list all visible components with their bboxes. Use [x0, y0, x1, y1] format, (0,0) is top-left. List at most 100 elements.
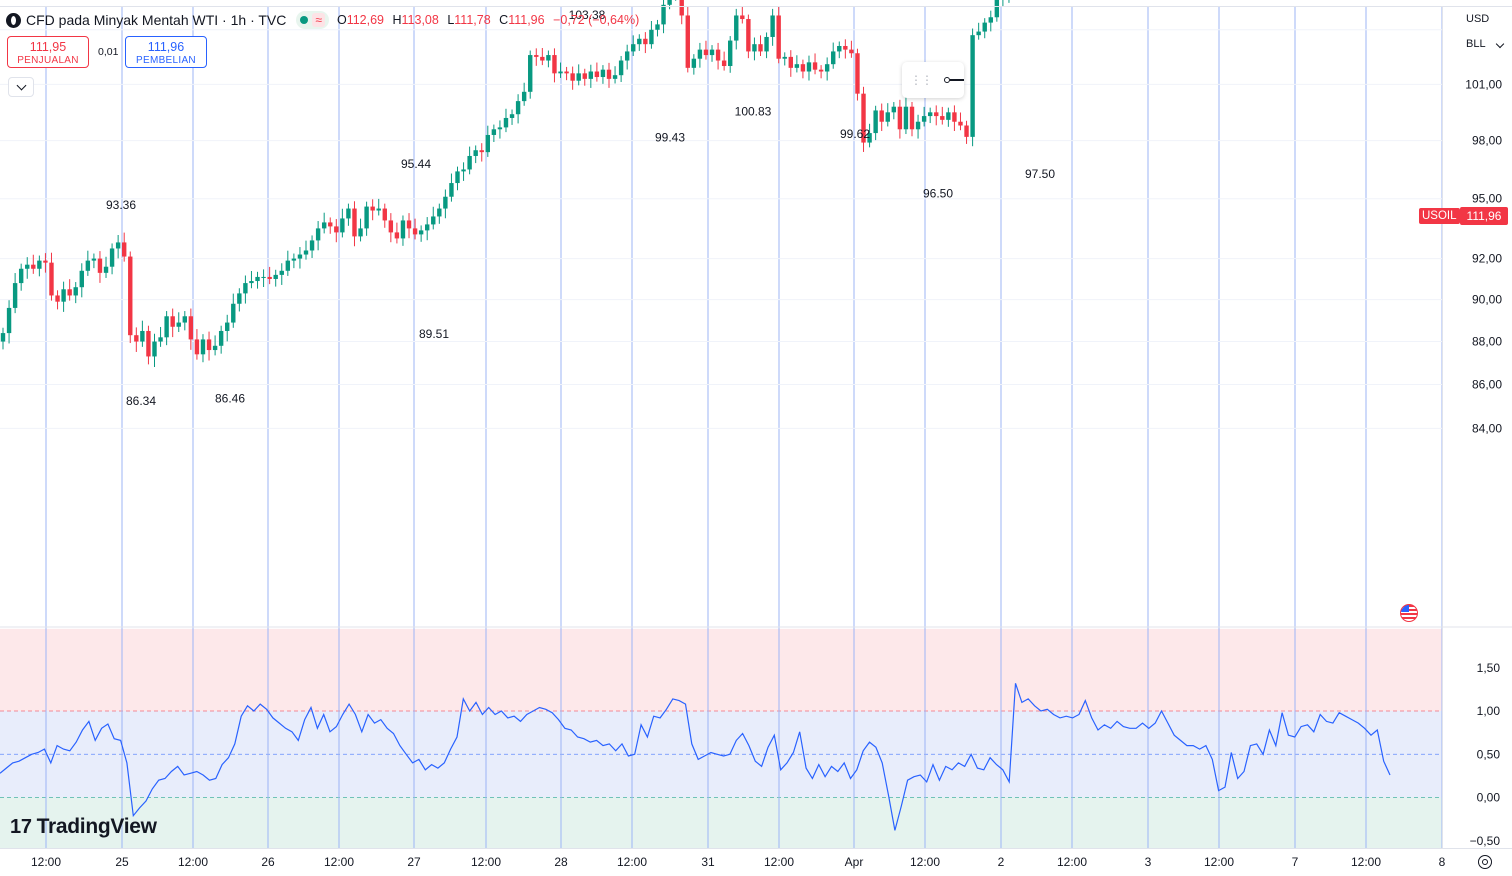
candle	[570, 66, 575, 90]
candle	[485, 125, 490, 157]
candle	[818, 65, 824, 79]
drag-grip-icon[interactable]: ⋮⋮	[910, 73, 933, 87]
candle	[782, 52, 787, 66]
candle	[958, 112, 963, 131]
time-tick-label: 12:00	[324, 855, 354, 869]
annotation-label: 86.34	[126, 394, 156, 408]
time-tick-label: 12:00	[31, 855, 61, 869]
candle	[675, 0, 677, 1]
indicator-tick-label: 1,00	[1477, 704, 1501, 718]
time-tick-label: 26	[261, 855, 275, 869]
candle	[394, 222, 400, 244]
tradingview-logo[interactable]: 17 TradingView	[10, 815, 157, 839]
candle	[212, 335, 218, 356]
candle	[491, 124, 497, 143]
data-delay-icon: ≈	[312, 13, 325, 27]
floating-drawing-toolbar[interactable]: ⋮⋮	[902, 62, 964, 98]
annotation-label: 99.43	[655, 131, 685, 145]
indicator-band-0	[0, 628, 1442, 711]
chevron-down-icon	[1495, 39, 1505, 49]
indicator-band-2	[0, 797, 1442, 848]
candle	[697, 42, 703, 68]
indicator-axis: −0,50 0,00 0,50 1,00 1,50	[1470, 661, 1501, 848]
candle	[855, 48, 860, 101]
candle	[25, 257, 30, 279]
chart-title: CFD pada Minyak Mentah WTI · 1h · TVC	[26, 12, 287, 28]
candle	[788, 50, 793, 77]
candle	[891, 102, 897, 120]
candle	[806, 55, 812, 81]
indicator-series	[0, 683, 1391, 831]
candle	[837, 41, 842, 59]
price-tick-label: 92,00	[1472, 252, 1502, 266]
candle	[12, 273, 18, 314]
candle	[370, 199, 375, 221]
candle	[309, 235, 315, 258]
time-tick-label: 2	[998, 855, 1005, 869]
candle	[194, 329, 200, 360]
candle	[182, 311, 187, 331]
candle	[824, 57, 830, 81]
line-tool-icon[interactable]	[944, 77, 964, 83]
candle	[285, 250, 291, 276]
candle	[37, 255, 42, 277]
candle	[776, 6, 781, 64]
time-axis: 12:00 25 12:00 26 12:00 27 12:00 28 12:00 31 12:00…	[0, 6, 1512, 869]
sell-button[interactable]: 111,95 PENJUALAN	[7, 36, 89, 68]
candle	[800, 59, 806, 79]
time-tick-label: 3	[1145, 855, 1152, 869]
candle	[715, 42, 721, 70]
candle	[418, 225, 424, 242]
candle	[261, 269, 266, 287]
time-tick-label: 28	[554, 855, 568, 869]
candle	[831, 42, 836, 69]
candle	[927, 107, 933, 124]
time-tick-label: 8	[1439, 855, 1446, 869]
collapse-legend-button[interactable]	[8, 77, 34, 97]
us-flag-icon[interactable]	[1400, 604, 1418, 622]
candle	[188, 308, 194, 350]
annotation-label: 99.62	[840, 127, 870, 141]
candle	[558, 62, 563, 78]
candle	[358, 218, 363, 242]
candle	[122, 232, 127, 262]
annotation-label: 96.50	[923, 186, 953, 200]
market-status-badge[interactable]: ≈	[296, 11, 329, 29]
annotation-label: 103.38	[569, 8, 606, 22]
settings-icon[interactable]	[1478, 855, 1492, 869]
sell-label: PENJUALAN	[17, 55, 79, 66]
candle	[637, 34, 642, 51]
candle	[449, 173, 454, 202]
candle	[31, 254, 36, 274]
candle	[994, 0, 1000, 22]
chevron-down-icon	[16, 80, 26, 91]
candle	[600, 65, 606, 84]
candle	[934, 105, 939, 126]
candle	[0, 327, 6, 350]
candle	[649, 21, 654, 49]
candle	[152, 333, 157, 367]
candle	[921, 106, 927, 127]
candle	[406, 213, 412, 239]
candle	[903, 97, 909, 135]
candle	[861, 86, 866, 152]
annotation-label: 97.50	[1025, 167, 1055, 181]
candle	[534, 48, 539, 66]
candle	[85, 250, 91, 276]
candle	[340, 208, 345, 238]
annotation-label: 86.46	[215, 391, 245, 405]
currency-unit-selector[interactable]: USD BLL	[1460, 8, 1506, 58]
candle	[437, 203, 442, 224]
candle	[61, 281, 66, 312]
time-tick-label: 12:00	[910, 855, 940, 869]
candle	[255, 271, 260, 289]
candle	[279, 263, 284, 285]
time-tick-label: 27	[407, 855, 421, 869]
candle	[128, 251, 133, 344]
ohlc-high-value: 113,08	[401, 13, 439, 27]
candle	[109, 243, 115, 275]
candle	[885, 103, 890, 127]
buy-button[interactable]: 111,96 PEMBELIAN	[125, 36, 207, 68]
candle	[346, 203, 351, 226]
